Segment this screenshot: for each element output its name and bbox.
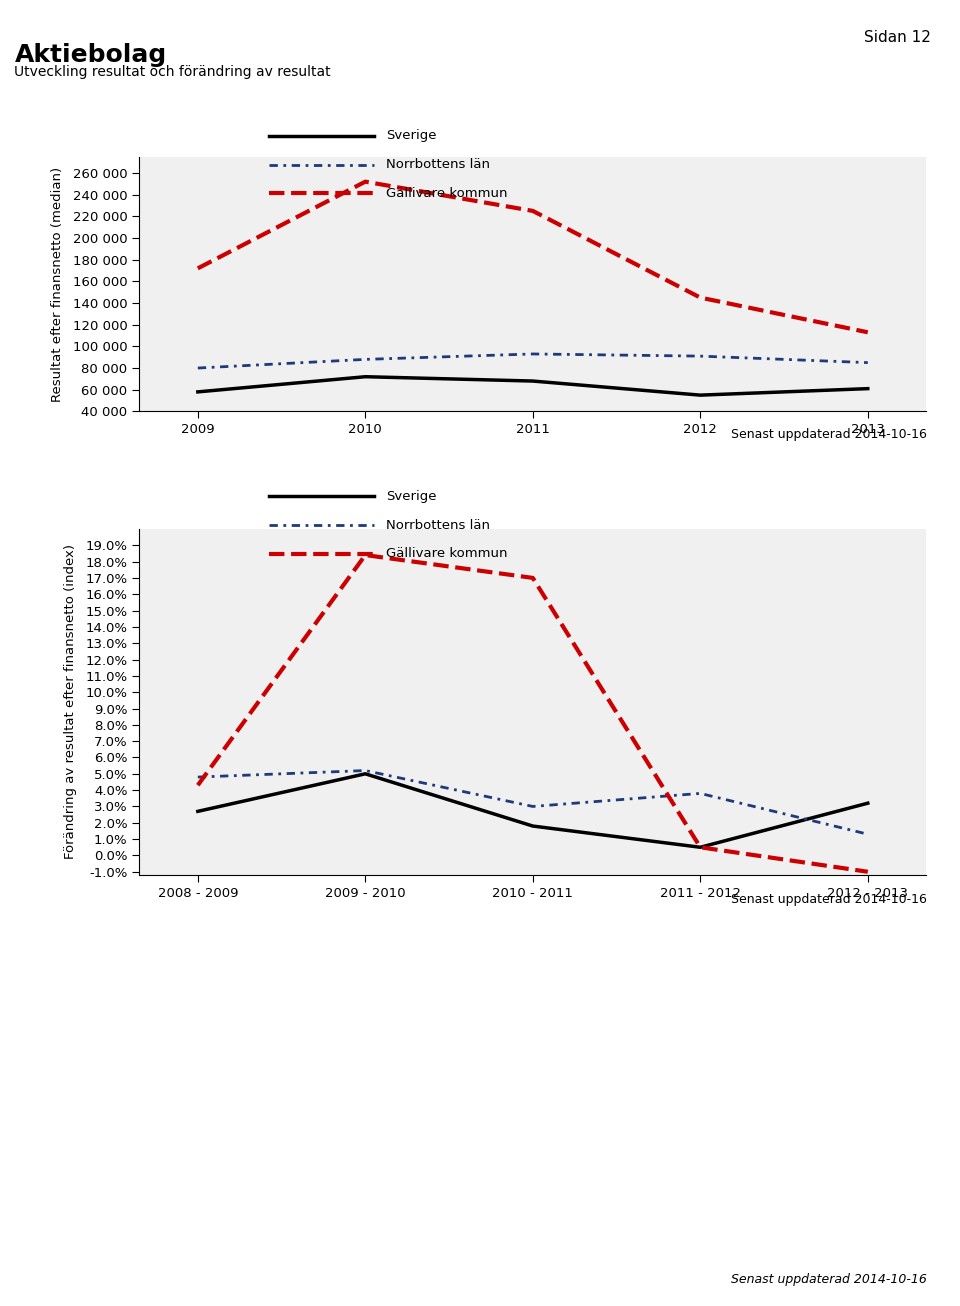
Text: Sverige: Sverige [386, 490, 437, 503]
Text: Norrbottens län: Norrbottens län [386, 518, 490, 532]
Text: Sverige: Sverige [386, 129, 437, 142]
Text: Norrbottens län: Norrbottens län [386, 158, 490, 171]
Text: Aktiebolag: Aktiebolag [14, 43, 167, 67]
Text: Senast uppdaterad 2014-10-16: Senast uppdaterad 2014-10-16 [731, 1273, 926, 1286]
Text: Sidan 12: Sidan 12 [864, 30, 931, 44]
Y-axis label: Resultat efter finansnetto (median): Resultat efter finansnetto (median) [51, 166, 64, 402]
Y-axis label: Förändring av resultat efter finansnetto (index): Förändring av resultat efter finansnetto… [64, 545, 77, 859]
Text: Senast uppdaterad 2014-10-16: Senast uppdaterad 2014-10-16 [731, 893, 926, 906]
Text: Senast uppdaterad 2014-10-16: Senast uppdaterad 2014-10-16 [731, 428, 926, 441]
Text: Gällivare kommun: Gällivare kommun [386, 547, 508, 560]
Text: Gällivare kommun: Gällivare kommun [386, 187, 508, 200]
Text: Utveckling resultat och förändring av resultat: Utveckling resultat och förändring av re… [14, 65, 331, 80]
